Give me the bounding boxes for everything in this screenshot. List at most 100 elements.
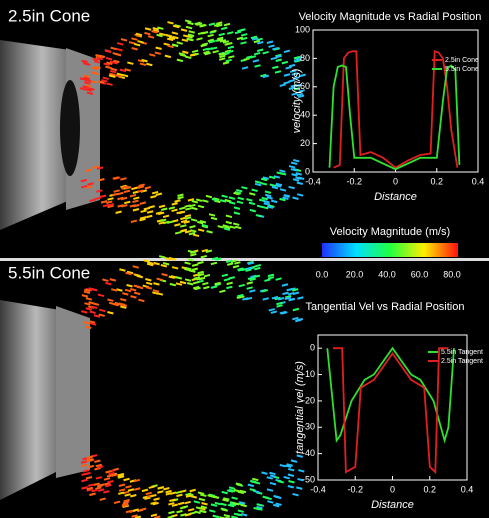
flow-vector: [116, 72, 124, 77]
flow-vector: [202, 47, 210, 52]
flow-vector: [292, 316, 299, 321]
flow-vector: [197, 491, 205, 495]
flow-vector: [228, 488, 236, 493]
flow-vector: [171, 202, 178, 206]
flow-vector: [121, 73, 129, 78]
flow-vector: [132, 199, 139, 204]
flow-vector: [117, 474, 124, 478]
flow-vector: [146, 62, 153, 67]
flow-vector: [86, 458, 93, 462]
flow-vector: [139, 62, 147, 67]
flow-vector: [251, 37, 259, 41]
flow-vector: [275, 53, 282, 58]
flow-vector: [264, 193, 272, 198]
flow-vector: [89, 310, 96, 314]
flow-vector: [263, 200, 270, 204]
flow-vector: [152, 501, 159, 506]
flow-vector: [226, 281, 233, 286]
flow-vector: [240, 503, 247, 508]
flow-vector: [254, 64, 261, 68]
flow-vector: [148, 205, 155, 209]
x-axis-label: Distance: [371, 499, 414, 511]
flow-vector: [253, 506, 260, 511]
flow-vector: [163, 487, 170, 491]
flow-vector: [267, 273, 275, 278]
flow-vector: [150, 513, 158, 517]
flow-vector: [249, 208, 257, 213]
flow-vector: [110, 46, 117, 51]
flow-vector: [226, 489, 234, 493]
flow-vector: [189, 53, 197, 57]
flow-vector: [295, 172, 302, 176]
flow-vector: [262, 495, 269, 500]
flow-vector: [131, 47, 138, 51]
flow-vector: [233, 211, 241, 215]
y-tick-label: 100: [295, 24, 310, 34]
flow-vector: [162, 262, 170, 266]
flow-vector: [226, 262, 234, 266]
flow-vector: [270, 310, 278, 314]
flow-vector: [254, 263, 262, 268]
flow-vector: [83, 321, 90, 325]
flow-vector: [164, 54, 172, 59]
flow-vector: [266, 40, 274, 44]
flow-vector: [253, 39, 261, 44]
flow-vector: [99, 308, 106, 313]
flow-vector: [262, 50, 269, 55]
flow-vector: [208, 22, 216, 26]
flow-vector: [117, 191, 124, 196]
flow-vector: [228, 201, 236, 205]
flow-vector: [176, 58, 184, 63]
flow-vector: [179, 505, 187, 510]
flow-vector: [217, 225, 224, 229]
flow-vector: [266, 205, 274, 209]
flow-vector: [167, 37, 174, 42]
flow-vector: [143, 259, 150, 263]
flow-vector: [195, 22, 203, 26]
flow-vector: [222, 224, 229, 228]
flow-vector: [108, 471, 115, 476]
flow-vector: [157, 26, 164, 30]
flow-vector: [133, 196, 140, 200]
flow-vector: [197, 31, 205, 36]
flow-vector: [90, 66, 98, 70]
flow-vector: [201, 223, 209, 228]
flow-vector: [212, 49, 219, 54]
flow-vector: [172, 35, 179, 40]
flow-vector: [111, 473, 118, 477]
flow-vector: [219, 39, 227, 43]
flow-vector: [123, 477, 130, 482]
flow-vector: [199, 220, 207, 224]
turbine: [0, 40, 70, 230]
flow-vector: [174, 24, 181, 28]
flow-vector: [182, 34, 190, 38]
flow-vector: [103, 482, 111, 486]
hub: [60, 80, 80, 176]
flow-vector: [96, 166, 104, 170]
flow-vector: [252, 477, 259, 482]
flow-vector: [283, 49, 291, 54]
flow-vector: [254, 180, 262, 184]
flow-vector: [261, 196, 268, 201]
flow-vector: [293, 158, 300, 163]
flow-vector: [277, 480, 284, 484]
flow-vector: [275, 54, 282, 59]
flow-vector: [150, 195, 157, 199]
flow-vector: [82, 469, 90, 473]
flow-vector: [210, 216, 218, 221]
flow-vector: [167, 21, 174, 25]
flow-vector: [290, 459, 298, 463]
flow-vector: [134, 487, 141, 491]
flow-vector: [172, 24, 180, 29]
flow-vector: [297, 296, 304, 300]
flow-vector: [248, 201, 256, 206]
flow-vector: [237, 196, 244, 201]
flow-vector: [126, 283, 133, 288]
flow-vector: [125, 485, 132, 489]
flow-vector: [197, 261, 204, 265]
legend-label: 2.5in Cone: [445, 57, 479, 64]
flow-vector: [200, 505, 208, 509]
flow-vector: [274, 495, 282, 500]
flow-vector: [197, 273, 205, 277]
flow-vector: [246, 198, 253, 202]
